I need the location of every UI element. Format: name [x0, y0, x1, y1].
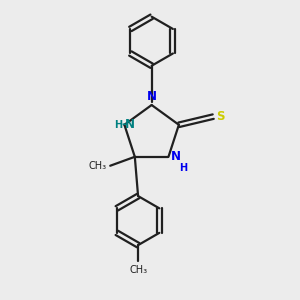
Text: CH₃: CH₃ — [89, 161, 107, 171]
Text: H: H — [179, 163, 187, 172]
Text: H: H — [114, 120, 122, 130]
Text: N: N — [171, 150, 181, 163]
Text: -: - — [121, 118, 126, 131]
Text: N: N — [147, 90, 157, 104]
Text: S: S — [217, 110, 225, 123]
Text: CH₃: CH₃ — [129, 265, 147, 275]
Text: N: N — [125, 118, 135, 131]
